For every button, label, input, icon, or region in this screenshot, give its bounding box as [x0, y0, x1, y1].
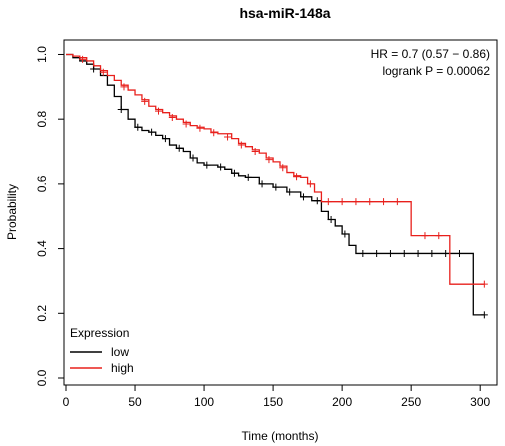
censor-mark-low [341, 230, 349, 238]
censor-mark-low [272, 183, 280, 191]
y-axis-label: Probability [5, 184, 19, 240]
x-tick-label: 300 [470, 395, 490, 409]
censor-mark-high [324, 198, 332, 206]
y-tick-label: 0.4 [35, 240, 49, 257]
y-tick-label: 0.8 [35, 111, 49, 128]
censor-mark-low [455, 249, 463, 257]
censor-mark-low [286, 188, 294, 196]
censor-mark-high [306, 180, 314, 188]
censor-mark-high [182, 120, 190, 128]
censor-mark-high [480, 280, 488, 288]
hr-annotation: HR = 0.7 (0.57 − 0.86) [371, 47, 490, 61]
censor-mark-high [224, 133, 232, 141]
x-tick-label: 0 [63, 395, 70, 409]
censor-mark-high [141, 97, 149, 105]
x-tick-label: 50 [128, 395, 142, 409]
censor-mark-low [480, 311, 488, 319]
censor-mark-low [359, 249, 367, 257]
survival-curve-high [66, 53, 485, 285]
censor-mark-high [421, 232, 429, 240]
legend: Expression low high [70, 326, 134, 375]
x-tick-label: 200 [332, 395, 352, 409]
censor-mark-high [168, 114, 176, 122]
censor-mark-low [203, 161, 211, 169]
chart-title: hsa-miR-148a [239, 5, 330, 21]
censor-mark-high [99, 68, 107, 76]
legend-label-high: high [111, 361, 134, 375]
censor-mark-low [313, 197, 321, 205]
censor-mark-low [386, 249, 394, 257]
censor-mark-low [175, 144, 183, 152]
x-axis: 0 50 100 150 200 250 300 [63, 385, 491, 409]
y-tick-label: 0.6 [35, 175, 49, 192]
censor-mark-high [237, 141, 245, 149]
series-layer [66, 53, 488, 319]
censor-mark-high [79, 55, 87, 63]
y-axis: 0.0 0.2 0.4 0.6 0.8 1.0 [35, 46, 64, 386]
censor-mark-low [400, 249, 408, 257]
censor-mark-low [134, 123, 142, 131]
x-tick-label: 100 [194, 395, 214, 409]
censor-mark-low [230, 169, 238, 177]
censor-mark-high [338, 198, 346, 206]
survival-curve-low [66, 53, 485, 316]
censor-mark-low [189, 154, 197, 162]
x-axis-label: Time (months) [242, 429, 319, 443]
censor-mark-low [90, 65, 98, 73]
censor-mark-low [258, 180, 266, 188]
y-tick-label: 0.0 [35, 369, 49, 386]
censor-mark-high [366, 198, 374, 206]
censor-mark-low [217, 163, 225, 171]
y-tick-label: 0.2 [35, 305, 49, 322]
censor-mark-low [428, 249, 436, 257]
censor-mark-high [120, 83, 128, 91]
legend-label-low: low [111, 345, 129, 359]
censor-mark-high [265, 156, 273, 164]
censor-mark-low [299, 193, 307, 201]
censor-mark-low [117, 105, 125, 113]
censor-mark-high [352, 198, 360, 206]
censor-mark-high [251, 148, 259, 156]
logrank-annotation: logrank P = 0.00062 [382, 64, 490, 78]
censor-mark-high [393, 198, 401, 206]
censor-mark-high [155, 107, 163, 115]
censor-mark-low [442, 249, 450, 257]
x-tick-label: 150 [263, 395, 283, 409]
censor-mark-low [414, 249, 422, 257]
censor-mark-high [279, 164, 287, 172]
censor-mark-high [380, 198, 388, 206]
censor-mark-high [293, 173, 301, 181]
censor-mark-high [210, 129, 218, 137]
censor-mark-high [196, 124, 204, 132]
censor-mark-high [435, 232, 443, 240]
legend-title: Expression [70, 326, 129, 340]
censor-mark-low [148, 128, 156, 136]
y-tick-label: 1.0 [35, 46, 49, 63]
series-high [66, 53, 488, 288]
censor-mark-low [244, 173, 252, 181]
censor-mark-low [327, 215, 335, 223]
series-low [66, 53, 488, 319]
x-tick-label: 250 [401, 395, 421, 409]
plot-frame [63, 39, 498, 386]
censor-mark-low [161, 135, 169, 143]
censor-mark-low [373, 249, 381, 257]
